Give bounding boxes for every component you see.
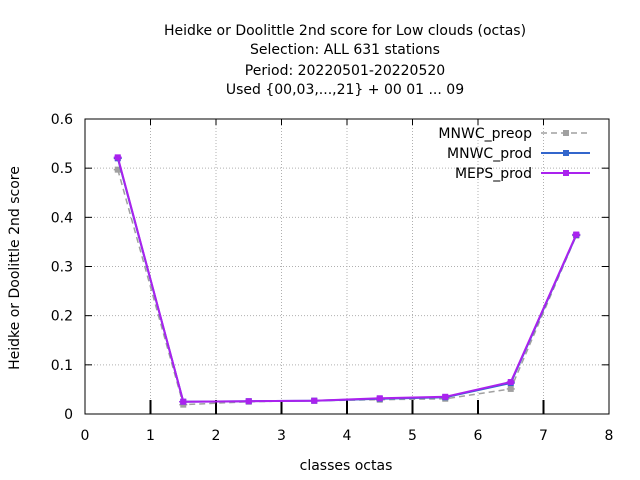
x-tick-label: 3	[277, 428, 286, 444]
legend-swatch-marker	[563, 150, 569, 156]
y-tick-labels: 0 0.1 0.2 0.3 0.4 0.5 0.6	[51, 112, 73, 423]
legend-item-MNWC_prod: MNWC_prod	[447, 146, 590, 162]
grid	[85, 119, 609, 414]
legend-label: MNWC_prod	[447, 146, 532, 162]
x-tick-label: 8	[605, 428, 614, 444]
legend-item-MEPS_prod: MEPS_prod	[455, 166, 590, 182]
y-tick-label: 0.5	[51, 161, 73, 177]
x-tick-label: 1	[146, 428, 155, 444]
series-line	[116, 157, 578, 403]
chart-title: Heidke or Doolittle 2nd score for Low cl…	[164, 23, 526, 98]
title-line-1: Heidke or Doolittle 2nd score for Low cl…	[164, 23, 526, 39]
legend-item-MNWC_preop: MNWC_preop	[438, 126, 590, 142]
legend: MNWC_preop MNWC_prod MEPS_prod	[438, 126, 590, 182]
y-tick-label: 0	[64, 407, 73, 423]
y-tick-label: 0.1	[51, 358, 73, 374]
series-lines	[113, 154, 581, 408]
x-tick-label: 6	[474, 428, 483, 444]
x-tick-labels: 0 1 2 3 4 5 6 7 8	[81, 428, 614, 444]
title-line-4: Used {00,03,...,21} + 00 01 ... 09	[226, 82, 464, 98]
title-line-2: Selection: ALL 631 stations	[250, 42, 440, 58]
axis-ticks	[85, 118, 609, 415]
legend-swatch-marker	[563, 170, 569, 176]
y-tick-label: 0.4	[51, 210, 73, 226]
x-axis-label: classes octas	[300, 458, 393, 474]
x-tick-label: 5	[408, 428, 417, 444]
legend-label: MEPS_prod	[455, 166, 532, 182]
y-tick-label: 0.3	[51, 260, 73, 276]
x-tick-label: 4	[343, 428, 352, 444]
legend-label: MNWC_preop	[438, 126, 532, 142]
y-tick-label: 0.2	[51, 309, 73, 325]
series-MEPS_prod	[113, 154, 581, 405]
y-axis-label: Heidke or Doolittle 2nd score	[7, 166, 23, 370]
legend-swatch-marker	[563, 130, 569, 136]
title-line-3: Period: 20220501-20220520	[245, 63, 445, 79]
series-MNWC_prod	[113, 155, 581, 405]
y-tick-label: 0.6	[51, 112, 73, 128]
x-tick-label: 0	[81, 428, 90, 444]
x-tick-label: 7	[539, 428, 548, 444]
x-tick-label: 2	[212, 428, 221, 444]
series-line	[117, 169, 577, 406]
